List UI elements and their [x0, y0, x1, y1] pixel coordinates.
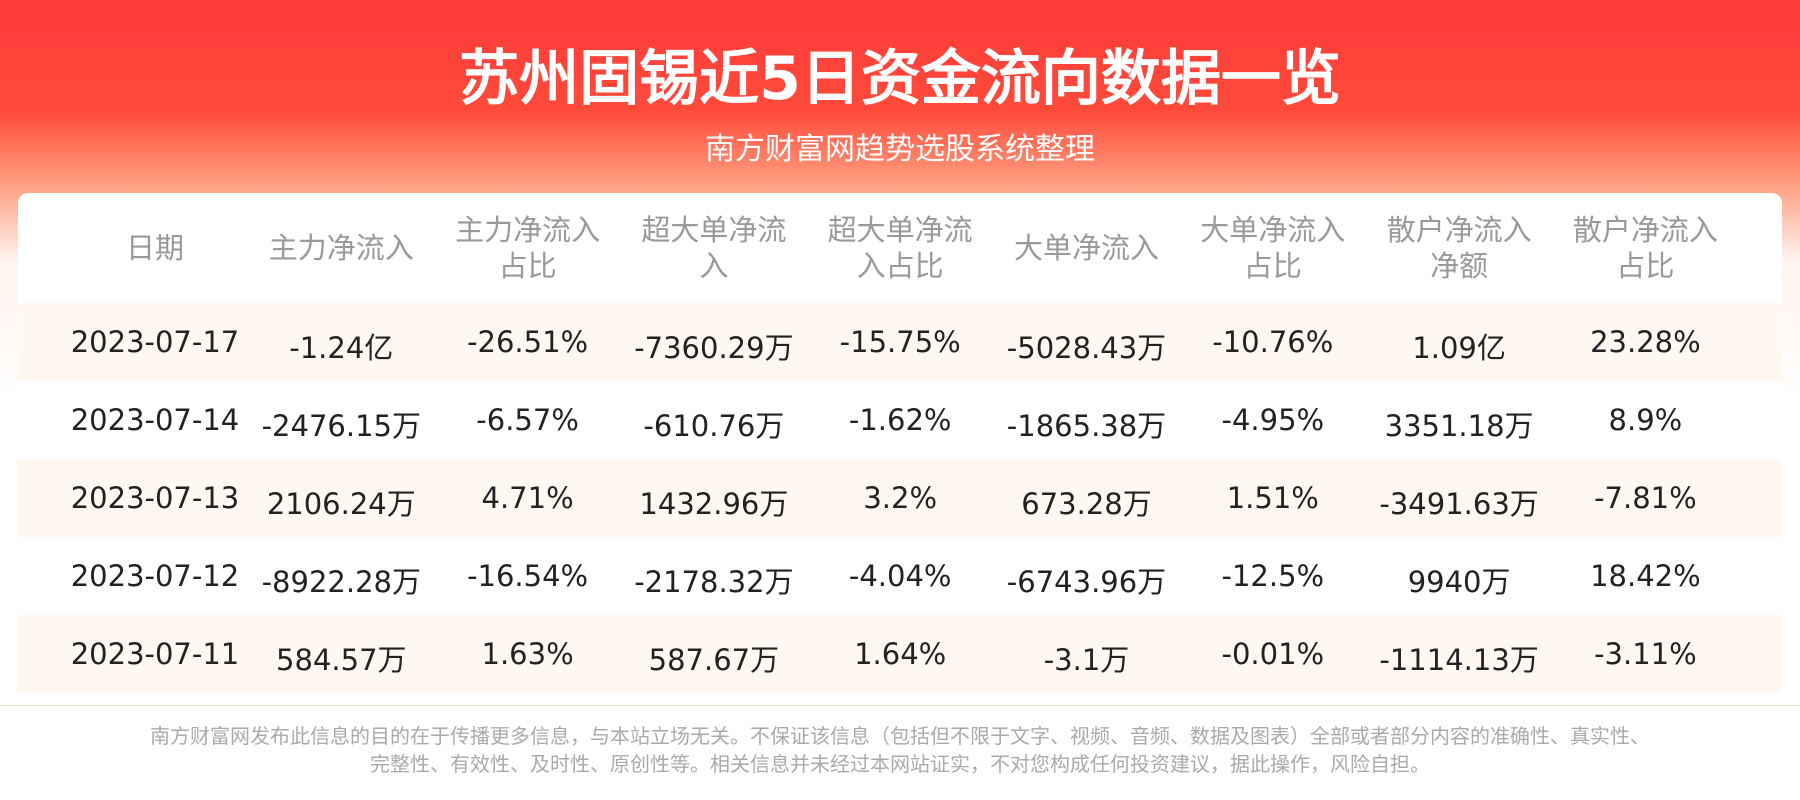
column-header: 超大单净流入 — [621, 212, 807, 284]
table: 日期 主力净流入 主力净流入 占比 超大单净流入超大单净流 入占比 大单净流入 大单净流入 占比… — [18, 193, 1782, 693]
header-line: 占比 — [1243, 249, 1302, 283]
table-cell: -10.76% — [1212, 325, 1334, 359]
column-header: 散户净流入 占比 — [1552, 212, 1738, 284]
header-line: 主力净流入 — [455, 213, 601, 247]
column-header: 大单净流入 — [994, 230, 1180, 266]
table-cell: 673.28万 — [1021, 487, 1152, 521]
column-header: 主力净流入 — [248, 230, 434, 266]
column-header: 散户净流入 净额 — [1366, 212, 1552, 284]
table-cell: -7360.29万 — [634, 331, 794, 365]
table-cell: 1.51% — [1226, 481, 1319, 515]
table-cell: -6743.96万 — [1006, 565, 1167, 599]
table-cell: 2023-07-13 — [70, 481, 240, 515]
table-cell: -3.11% — [1594, 637, 1697, 671]
table-cell: 23.28% — [1590, 325, 1701, 359]
disclaimer-line: 南方财富网发布此信息的目的在于传播更多信息，与本站立场无关。不保证该信息（包括但… — [150, 724, 1650, 748]
table-cell: 8.9% — [1608, 403, 1683, 437]
table-cell: 2023-07-17 — [70, 325, 240, 359]
table-cell: 2023-07-14 — [70, 403, 240, 437]
table-cell: -5028.43万 — [1006, 331, 1167, 365]
header-line: 大单净流入 — [1013, 231, 1159, 265]
footer: 南方财富网发布此信息的目的在于传播更多信息，与本站立场无关。不保证该信息（包括但… — [0, 705, 1800, 800]
header-line: 超大单净流 — [641, 213, 787, 247]
table-cell: -1.62% — [848, 403, 952, 437]
header-line: 超大单净流 — [827, 213, 973, 247]
table-cell: 587.67万 — [648, 643, 780, 677]
header-line: 散户净流入 — [1572, 213, 1718, 247]
column-header: 日期 — [62, 230, 248, 266]
header-line: 日期 — [125, 231, 184, 265]
table-cell: 584.57万 — [276, 643, 407, 677]
column-header: 超大单净流 入占比 — [807, 212, 993, 284]
table-cell: 1432.96万 — [639, 487, 789, 521]
table-cell: 1.09亿 — [1412, 331, 1506, 365]
header-line: 占比 — [498, 249, 557, 283]
column-header: 大单净流入 占比 — [1180, 212, 1366, 284]
table-cell: 2106.24万 — [266, 487, 416, 521]
disclaimer-line: 完整性、有效性、及时性、原创性等。相关信息并未经过本网站证实，不对您构成任何投资… — [370, 752, 1430, 776]
table-cell: -7.81% — [1594, 481, 1697, 515]
table-cell: -1.24亿 — [289, 331, 394, 365]
table-cell: -15.75% — [839, 325, 961, 359]
table-cell: -2178.32万 — [634, 565, 794, 599]
table-cell: 1.63% — [481, 637, 574, 671]
table-cell: -26.51% — [467, 325, 589, 359]
header-line: 占比 — [1616, 249, 1675, 283]
table-cell: 3.2% — [863, 481, 938, 515]
table-cell: -1865.38万 — [1006, 409, 1167, 443]
header-line: 净额 — [1430, 249, 1489, 283]
header-line: 入 — [699, 249, 729, 283]
subtitle: 南方财富网趋势选股系统整理 — [705, 132, 1095, 167]
table-cell: -6.57% — [476, 403, 579, 437]
table-cell: 2023-07-12 — [70, 559, 240, 593]
table-cell: 4.71% — [481, 481, 574, 515]
table-cell: -16.54% — [467, 559, 589, 593]
table-row: 2023-07-17 -1.24亿 -26.51% -7360.29万 -15.75% -… — [18, 303, 1782, 381]
table-cell: 3351.18万 — [1384, 409, 1534, 443]
table-cell: 1.64% — [854, 637, 947, 671]
table-cell: -610.76万 — [643, 409, 785, 443]
table-row: 2023-07-11 584.57万 1.63% 587.67万 1.64% -3.1万 -… — [18, 615, 1782, 693]
table-cell: 18.42% — [1590, 559, 1701, 593]
table-cell: -4.04% — [848, 559, 952, 593]
table-cell: -0.01% — [1221, 637, 1325, 671]
table-cell: -8922.28万 — [261, 565, 421, 599]
table-cell: -3.1万 — [1043, 643, 1130, 677]
table-cell: 2023-07-11 — [70, 637, 240, 671]
header-line: 主力净流入 — [268, 231, 414, 265]
table-cell: -4.95% — [1221, 403, 1325, 437]
title: 苏州固锡近5日资金流向数据一览 — [459, 44, 1341, 114]
table-cell: -3491.63万 — [1379, 487, 1539, 521]
table-cell: -12.5% — [1221, 559, 1325, 593]
table-cell: 9940万 — [1407, 565, 1511, 599]
table-row: 2023-07-14 -2476.15万 -6.57% -610.76万 -1.62% -… — [18, 381, 1782, 459]
header-line: 大单净流入 — [1200, 213, 1346, 247]
table-row: 2023-07-13 2106.24万 4.71% 1432.96万 3.2% 673.2… — [18, 459, 1782, 537]
header-line: 入占比 — [856, 249, 944, 283]
table-cell: -2476.15万 — [261, 409, 421, 443]
header-line: 散户净流入 — [1386, 213, 1532, 247]
table-row: 2023-07-12 -8922.28万 -16.54% -2178.32万 -4.04… — [18, 537, 1782, 615]
table-cell: -1114.13万 — [1379, 643, 1539, 677]
column-header: 主力净流入 占比 — [435, 212, 621, 284]
